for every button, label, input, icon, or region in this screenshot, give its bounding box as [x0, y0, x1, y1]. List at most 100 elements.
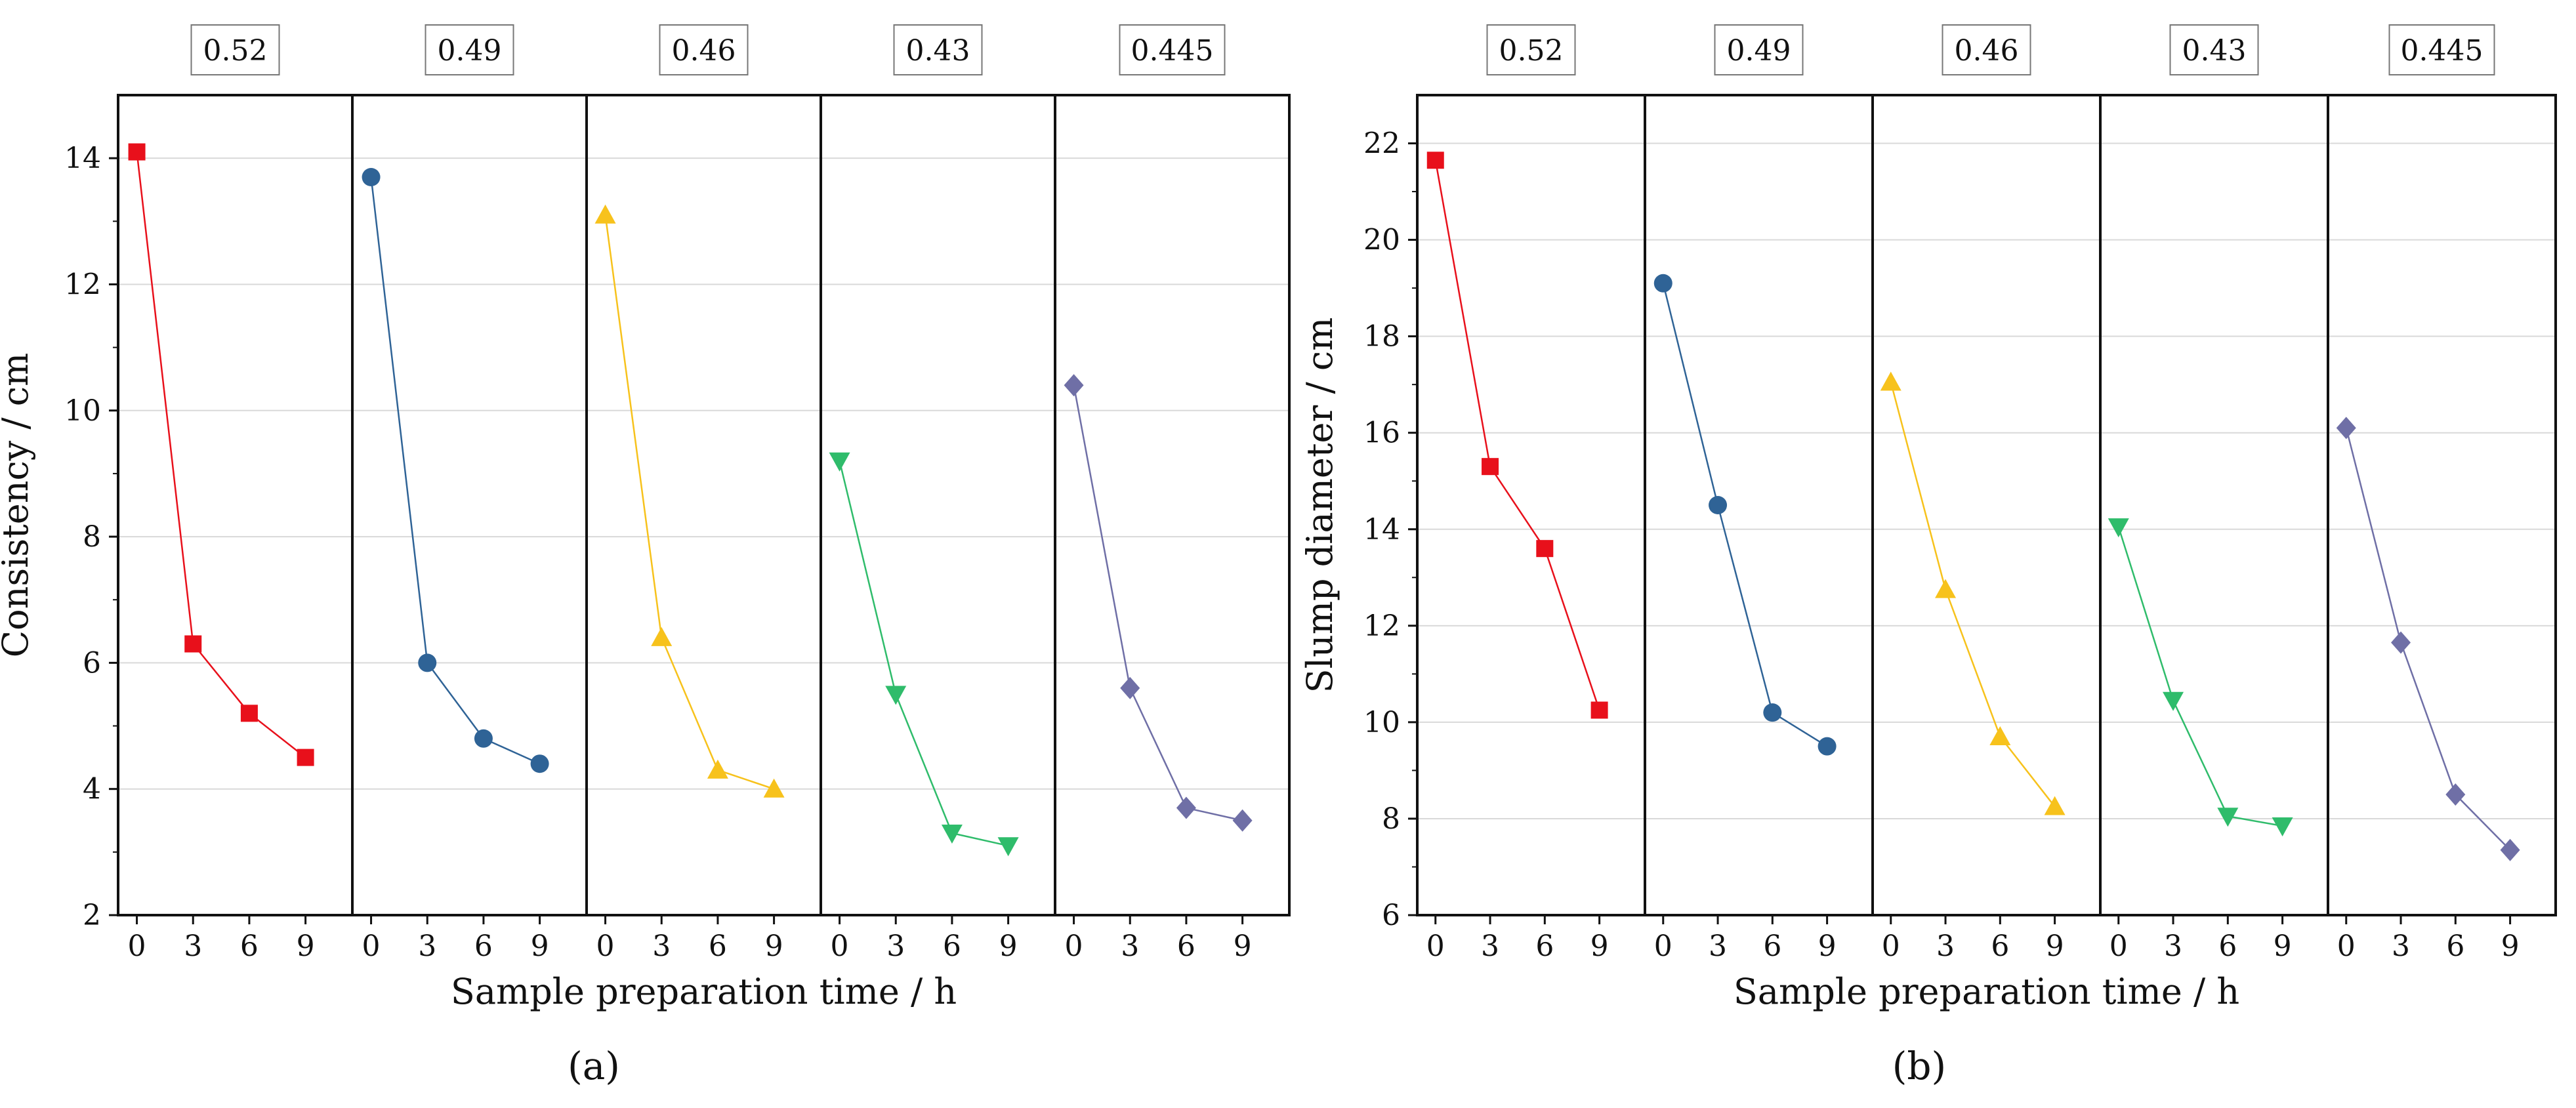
x-tick-label: 0 — [1065, 930, 1083, 963]
data-point-0.445-3h — [1120, 676, 1140, 699]
chart-a-consistency: 2 4 6 8 10 12 14 0.52 0 3 6 9 0.49 0 3 6 9 0.46 0 3 6 9 0.43 0 3… — [0, 24, 1291, 1088]
panel-header-label: 0.445 — [1131, 34, 1214, 68]
series-line-0.49 — [1662, 283, 1828, 747]
x-tick-label: 0 — [2109, 930, 2128, 963]
series-line-0.43 — [839, 461, 1008, 847]
x-tick-label: 3 — [1936, 930, 1955, 963]
y-tick-label: 8 — [1382, 802, 1400, 836]
data-point-0.52-0h — [128, 143, 146, 161]
x-tick-label: 9 — [531, 930, 549, 963]
series-line-0.445 — [1073, 385, 1243, 821]
x-tick-label: 6 — [240, 930, 259, 963]
y-tick-label: 12 — [1363, 609, 1400, 643]
panel-header-box — [1486, 24, 1576, 75]
x-tick-label: 0 — [596, 930, 615, 963]
x-tick-label: 3 — [1481, 930, 1499, 963]
panel-header-box — [425, 24, 514, 75]
data-point-0.46-9h — [763, 778, 785, 798]
x-tick-label: 0 — [831, 930, 849, 963]
x-tick-label: 6 — [1535, 930, 1554, 963]
panel-header-box — [893, 24, 983, 75]
y-tick-label: 4 — [83, 773, 101, 806]
panel-0.445: 0.445 0 3 6 9 — [1054, 24, 1253, 963]
x-tick-label: 9 — [999, 930, 1018, 963]
x-tick-label: 0 — [1882, 930, 1900, 963]
data-point-0.43-6h — [2217, 808, 2239, 827]
panel-0.43: 0.43 0 3 6 9 — [2099, 24, 2293, 963]
data-point-0.46-0h — [594, 204, 616, 224]
x-tick-label: 0 — [1426, 930, 1445, 963]
x-tick-label: 3 — [652, 930, 671, 963]
plot-frame — [117, 94, 1291, 916]
panel-header-label: 0.52 — [203, 34, 268, 68]
panel-header-label: 0.46 — [1955, 34, 2019, 68]
y-tick-label: 10 — [64, 394, 101, 428]
figure-caption: (b) — [1892, 1044, 1946, 1088]
data-point-0.445-9h — [2500, 838, 2520, 861]
x-tick-label: 9 — [765, 930, 783, 963]
panel-0.43: 0.43 0 3 6 9 — [820, 24, 1019, 963]
panel-header-label: 0.43 — [906, 34, 970, 68]
figure-caption: (a) — [568, 1044, 620, 1088]
data-point-0.52-9h — [1590, 701, 1608, 719]
x-tick-label: 9 — [2274, 930, 2292, 963]
data-point-0.43-0h — [2108, 518, 2129, 538]
series-line-0.43 — [2117, 526, 2283, 827]
panel-header-box — [1119, 24, 1226, 75]
panel-header-label: 0.43 — [2182, 34, 2247, 68]
x-tick-label: 9 — [1234, 930, 1252, 963]
panel-header-box — [659, 24, 749, 75]
data-point-0.49-3h — [1709, 496, 1728, 514]
x-tick-label: 3 — [2164, 930, 2182, 963]
x-tick-label: 6 — [1991, 930, 2009, 963]
series-line-0.52 — [1434, 160, 1600, 710]
data-point-0.445-0h — [1064, 374, 1084, 397]
x-tick-label: 9 — [1590, 930, 1609, 963]
x-tick-label: 0 — [128, 930, 146, 963]
y-tick-label: 2 — [83, 899, 101, 932]
data-point-0.43-9h — [997, 837, 1019, 857]
x-tick-label: 9 — [1818, 930, 1837, 963]
panel-header-box — [2388, 24, 2495, 75]
panel-0.49: 0.49 0 3 6 9 — [1644, 24, 1837, 963]
x-tick-label: 0 — [2337, 930, 2356, 963]
x-tick-label: 6 — [709, 930, 727, 963]
data-point-0.46-3h — [651, 626, 673, 646]
x-tick-label: 6 — [2218, 930, 2237, 963]
data-point-0.445-6h — [2445, 783, 2466, 806]
x-tick-label: 9 — [2046, 930, 2064, 963]
data-point-0.49-9h — [530, 754, 549, 773]
panel-header-box — [1942, 24, 2031, 75]
data-point-0.46-6h — [707, 759, 728, 779]
chart-b-slump-diameter: 6 8 10 12 14 16 18 20 22 0.52 0 3 6 9 0.49 0 3 6 9 0.46 0 3 6 9… — [1299, 24, 2557, 1088]
x-tick-label: 6 — [1763, 930, 1781, 963]
x-tick-label: 3 — [418, 930, 436, 963]
panel-0.46: 0.46 0 3 6 9 — [585, 24, 785, 963]
data-point-0.49-6h — [1763, 703, 1782, 722]
data-point-0.52-9h — [297, 749, 314, 766]
x-tick-label: 3 — [184, 930, 202, 963]
data-point-0.46-6h — [1989, 726, 2011, 745]
x-tick-label: 0 — [362, 930, 381, 963]
data-point-0.43-0h — [829, 452, 850, 472]
data-point-0.445-6h — [1176, 796, 1196, 819]
y-tick-label: 6 — [1382, 899, 1400, 932]
x-tick-label: 3 — [1121, 930, 1139, 963]
data-point-0.52-0h — [1426, 152, 1444, 169]
y-tick-label: 20 — [1363, 224, 1400, 257]
y-tick-label: 14 — [64, 142, 101, 175]
y-tick-label: 22 — [1363, 127, 1400, 161]
data-point-0.49-0h — [362, 168, 381, 186]
series-line-0.46 — [604, 215, 774, 790]
panel-header-label: 0.46 — [672, 34, 736, 68]
x-tick-label: 6 — [1177, 930, 1195, 963]
series-line-0.46 — [1890, 382, 2056, 808]
data-point-0.445-0h — [2336, 417, 2356, 440]
data-point-0.52-6h — [1536, 540, 1554, 558]
panel-header-label: 0.52 — [1499, 34, 1564, 68]
x-tick-label: 6 — [2446, 930, 2464, 963]
data-point-0.49-0h — [1653, 274, 1672, 293]
x-tick-label: 3 — [886, 930, 905, 963]
panel-header-label: 0.445 — [2401, 34, 2483, 68]
x-tick-label: 3 — [1709, 930, 1727, 963]
